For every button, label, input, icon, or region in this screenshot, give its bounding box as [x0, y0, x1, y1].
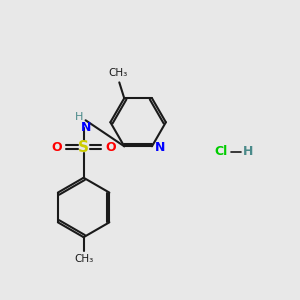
Text: S: S: [78, 140, 89, 154]
Text: O: O: [105, 140, 116, 154]
Text: H: H: [74, 112, 83, 122]
Text: N: N: [80, 121, 91, 134]
Text: O: O: [52, 140, 62, 154]
Text: Cl: Cl: [215, 146, 228, 158]
Text: H: H: [243, 146, 253, 158]
Text: N: N: [155, 141, 165, 154]
Text: CH₃: CH₃: [109, 68, 128, 79]
Text: CH₃: CH₃: [74, 254, 93, 264]
